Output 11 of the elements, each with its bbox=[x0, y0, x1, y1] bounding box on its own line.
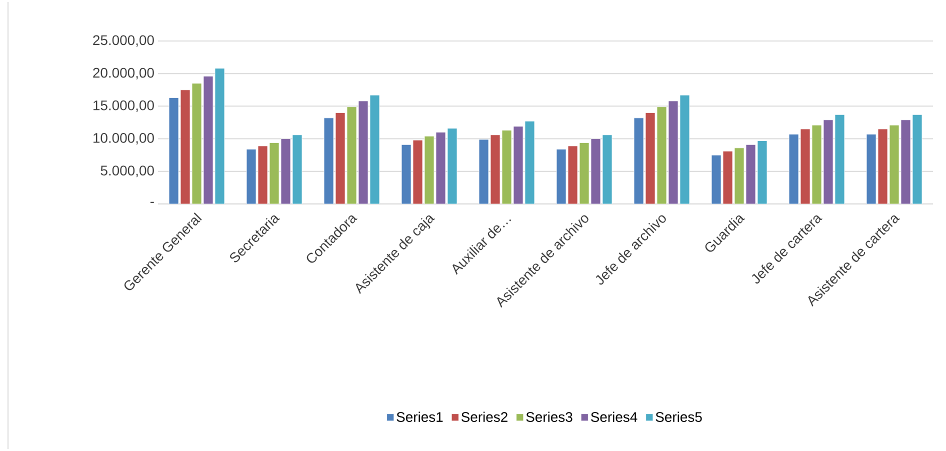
y-tick-label: 10.000,00 bbox=[94, 133, 154, 145]
y-tick-label: 5.000,00 bbox=[100, 166, 154, 178]
legend-label: Series2 bbox=[461, 412, 508, 422]
y-tick-label: 15.000,00 bbox=[94, 100, 154, 112]
legend-label: Series1 bbox=[396, 412, 443, 422]
y-tick-label: 20.000,00 bbox=[93, 68, 154, 80]
legend-label: Series5 bbox=[656, 412, 702, 422]
legend-label: Series4 bbox=[591, 412, 638, 422]
y-tick-label: - bbox=[150, 202, 154, 203]
y-tick-label: 25.000,00 bbox=[93, 35, 154, 47]
legend-label: Series3 bbox=[526, 412, 572, 422]
